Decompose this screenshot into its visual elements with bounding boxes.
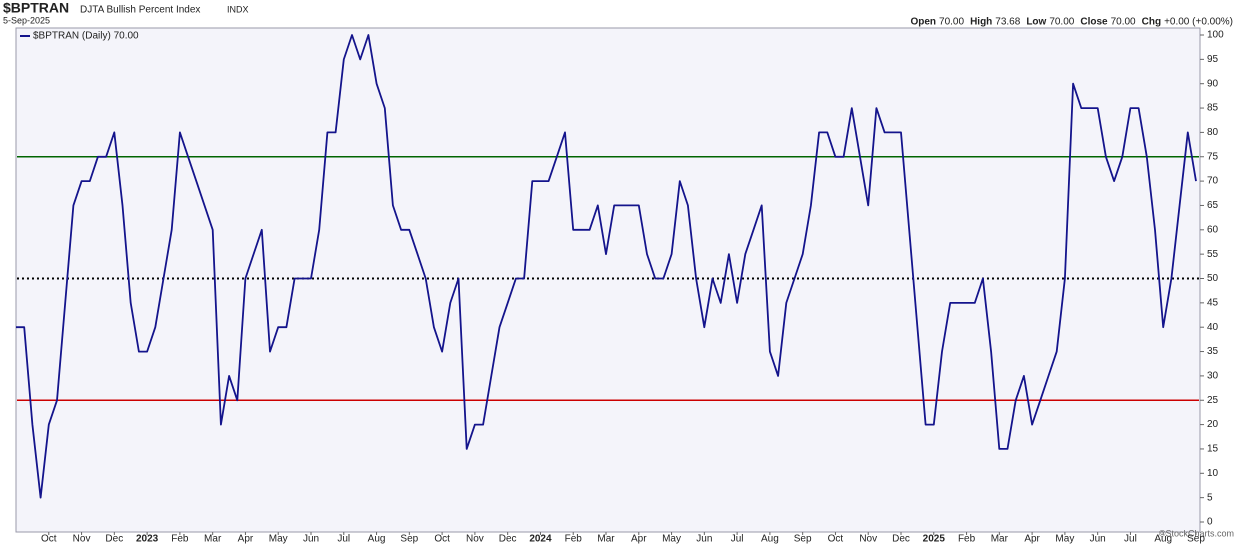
x-tick-label: Sep <box>794 534 812 545</box>
y-tick-label: 80 <box>1207 127 1219 138</box>
x-tick-label: Aug <box>761 534 779 545</box>
y-tick-label: 15 <box>1207 444 1219 455</box>
x-tick-label: 2025 <box>923 534 946 545</box>
y-tick-label: 100 <box>1207 30 1224 41</box>
y-tick-label: 35 <box>1207 346 1219 357</box>
quote-value: +0.00 (+0.00%) <box>1164 17 1233 28</box>
x-tick-label: Jun <box>1090 534 1106 545</box>
y-tick-label: 55 <box>1207 249 1219 260</box>
y-tick-label: 70 <box>1207 176 1219 187</box>
x-tick-label: Dec <box>499 534 517 545</box>
x-tick-label: Oct <box>41 534 57 545</box>
x-tick-label: Jun <box>696 534 712 545</box>
quote-value: 70.00 <box>939 17 964 28</box>
y-tick-label: 50 <box>1207 273 1219 284</box>
quote-value: 73.68 <box>995 17 1020 28</box>
x-tick-label: Mar <box>991 534 1009 545</box>
x-tick-label: May <box>1055 534 1074 545</box>
y-tick-label: 0 <box>1207 517 1213 528</box>
x-tick-label: Aug <box>368 534 386 545</box>
symbol: $BPTRAN <box>3 0 69 16</box>
y-tick-label: 40 <box>1207 322 1219 333</box>
y-tick-label: 10 <box>1207 468 1219 479</box>
x-tick-label: Aug <box>1154 534 1172 545</box>
y-tick-label: 30 <box>1207 371 1219 382</box>
quote-label: Chg <box>1142 17 1161 28</box>
x-tick-label: Mar <box>204 534 222 545</box>
x-tick-label: Dec <box>892 534 910 545</box>
y-tick-label: 60 <box>1207 224 1219 235</box>
x-tick-label: Jul <box>1124 534 1137 545</box>
x-tick-label: May <box>269 534 288 545</box>
x-tick-label: Sep <box>1187 534 1205 545</box>
x-tick-label: Feb <box>565 534 583 545</box>
x-tick-label: Jul <box>337 534 350 545</box>
y-tick-label: 5 <box>1207 492 1213 503</box>
x-tick-label: Oct <box>828 534 844 545</box>
x-tick-label: Jun <box>303 534 319 545</box>
data-line <box>16 34 1197 499</box>
y-tick-label: 85 <box>1207 103 1219 114</box>
quote-label: Close <box>1080 17 1108 28</box>
date: 5-Sep-2025 <box>3 15 50 25</box>
quote-label: Open <box>910 17 936 28</box>
y-tick-label: 65 <box>1207 200 1219 211</box>
x-tick-label: Feb <box>958 534 976 545</box>
x-tick-label: 2024 <box>529 534 552 545</box>
x-tick-label: Apr <box>238 534 254 545</box>
x-tick-label: Dec <box>105 534 123 545</box>
y-tick-label: 95 <box>1207 54 1219 65</box>
x-tick-label: Nov <box>466 534 484 545</box>
x-tick-label: Apr <box>1024 534 1040 545</box>
index-name: DJTA Bullish Percent Index <box>80 5 200 16</box>
quote-label: High <box>970 17 992 28</box>
x-tick-label: Apr <box>631 534 647 545</box>
x-tick-label: Nov <box>859 534 877 545</box>
y-tick-label: 45 <box>1207 297 1219 308</box>
x-tick-label: Feb <box>171 534 189 545</box>
y-tick-label: 75 <box>1207 151 1219 162</box>
x-tick-label: Jul <box>731 534 744 545</box>
y-tick-label: 90 <box>1207 78 1219 89</box>
plot-area <box>15 27 1201 533</box>
y-tick-label: 25 <box>1207 395 1219 406</box>
x-tick-label: 2023 <box>136 534 159 545</box>
quote-value: 70.00 <box>1111 17 1136 28</box>
quote-label: Low <box>1026 17 1046 28</box>
x-tick-label: Nov <box>73 534 91 545</box>
quote-value: 70.00 <box>1049 17 1074 28</box>
y-tick-label: 20 <box>1207 419 1219 430</box>
x-tick-label: Mar <box>597 534 615 545</box>
x-tick-label: Sep <box>400 534 418 545</box>
legend-label: $BPTRAN (Daily) 70.00 <box>33 31 139 42</box>
exchange: INDX <box>227 4 249 14</box>
x-tick-label: May <box>662 534 681 545</box>
x-tick-label: Oct <box>434 534 450 545</box>
quote: Open 70.00 High 73.68 Low 70.00 Close 70.00 Chg +… <box>910 17 1233 28</box>
